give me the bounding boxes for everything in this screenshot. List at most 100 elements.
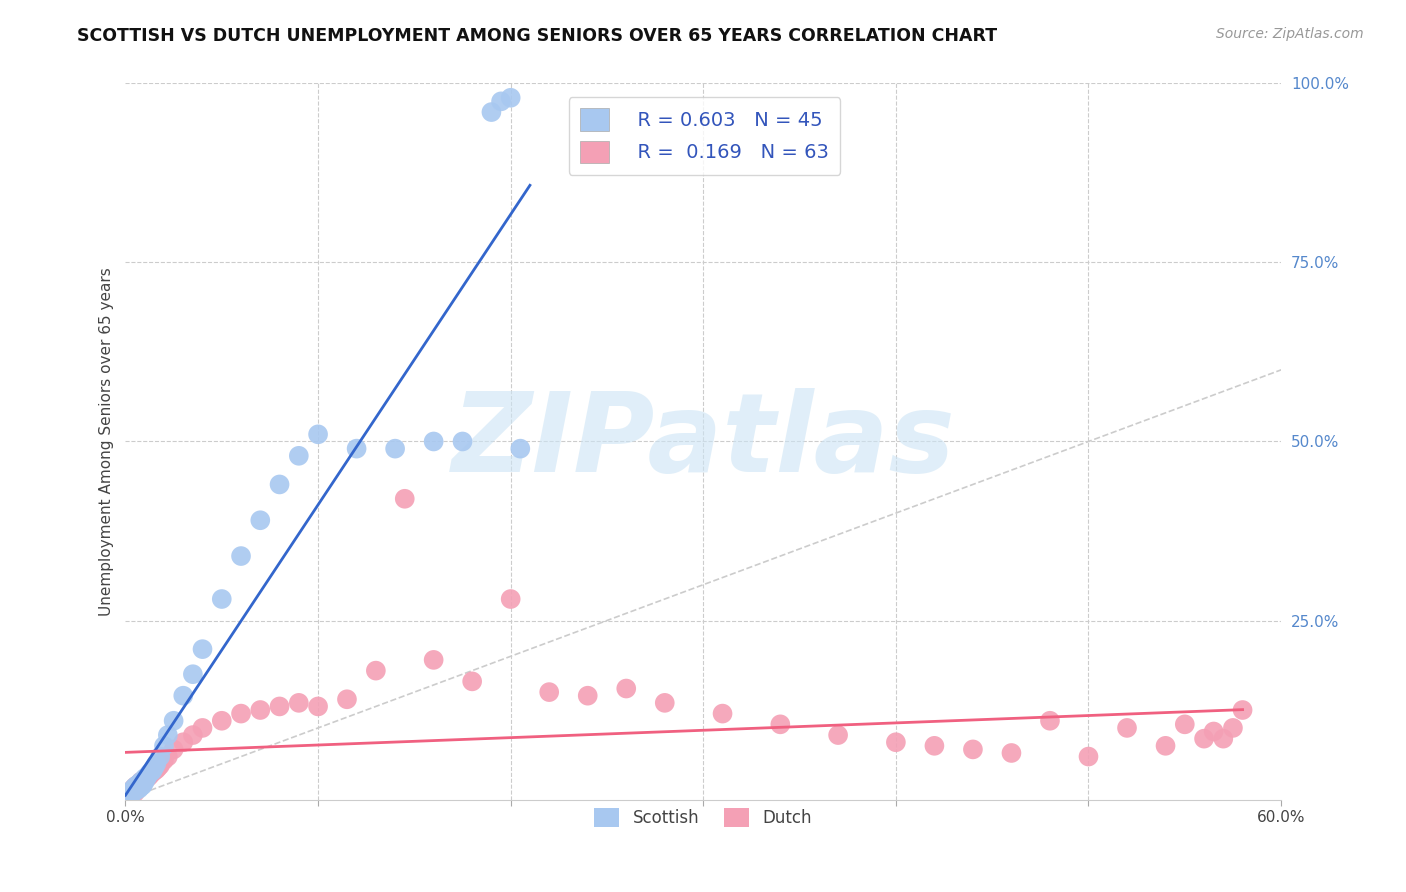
Point: [153, 753, 176, 767]
Point: [384, 442, 406, 456]
Point: [336, 692, 359, 706]
Point: [172, 735, 194, 749]
Point: [191, 721, 214, 735]
Point: [138, 770, 160, 784]
Point: [135, 771, 157, 785]
Legend: Scottish, Dutch: Scottish, Dutch: [588, 802, 818, 834]
Point: [125, 782, 148, 797]
Point: [489, 95, 512, 109]
Point: [451, 434, 474, 449]
Point: [181, 667, 204, 681]
Point: [122, 784, 145, 798]
Point: [118, 785, 141, 799]
Point: [124, 784, 146, 798]
Text: ZIPatlas: ZIPatlas: [451, 388, 955, 495]
Point: [156, 728, 179, 742]
Point: [120, 784, 142, 798]
Point: [962, 742, 984, 756]
Point: [181, 728, 204, 742]
Point: [654, 696, 676, 710]
Point: [120, 785, 142, 799]
Point: [124, 780, 146, 794]
Point: [124, 785, 146, 799]
Point: [139, 767, 162, 781]
Point: [135, 771, 157, 785]
Point: [499, 592, 522, 607]
Point: [1039, 714, 1062, 728]
Point: [132, 777, 155, 791]
Point: [288, 696, 311, 710]
Point: [422, 434, 444, 449]
Point: [249, 513, 271, 527]
Point: [307, 699, 329, 714]
Point: [117, 789, 139, 803]
Point: [711, 706, 734, 721]
Point: [1192, 731, 1215, 746]
Point: [118, 787, 141, 801]
Point: [827, 728, 849, 742]
Point: [1174, 717, 1197, 731]
Text: Source: ZipAtlas.com: Source: ZipAtlas.com: [1216, 27, 1364, 41]
Point: [1154, 739, 1177, 753]
Point: [128, 781, 150, 796]
Point: [191, 642, 214, 657]
Point: [1202, 724, 1225, 739]
Point: [614, 681, 637, 696]
Point: [481, 105, 503, 120]
Point: [576, 689, 599, 703]
Point: [884, 735, 907, 749]
Point: [1222, 721, 1244, 735]
Point: [118, 785, 141, 799]
Point: [134, 774, 156, 789]
Point: [509, 442, 531, 456]
Point: [122, 785, 145, 799]
Point: [120, 784, 142, 798]
Point: [128, 780, 150, 794]
Point: [394, 491, 416, 506]
Point: [141, 764, 163, 778]
Point: [1116, 721, 1139, 735]
Point: [149, 758, 172, 772]
Point: [139, 765, 162, 780]
Point: [769, 717, 792, 731]
Point: [145, 756, 167, 771]
Point: [148, 760, 170, 774]
Point: [172, 689, 194, 703]
Point: [134, 771, 156, 785]
Point: [129, 774, 152, 789]
Point: [364, 664, 387, 678]
Point: [269, 699, 291, 714]
Point: [249, 703, 271, 717]
Point: [129, 780, 152, 794]
Point: [143, 760, 166, 774]
Point: [145, 763, 167, 777]
Point: [538, 685, 561, 699]
Point: [211, 592, 233, 607]
Point: [269, 477, 291, 491]
Point: [162, 742, 184, 756]
Point: [149, 749, 172, 764]
Point: [125, 781, 148, 796]
Point: [125, 778, 148, 792]
Point: [346, 442, 368, 456]
Point: [211, 714, 233, 728]
Point: [141, 765, 163, 780]
Point: [461, 674, 484, 689]
Point: [162, 714, 184, 728]
Point: [1232, 703, 1254, 717]
Point: [1000, 746, 1022, 760]
Point: [125, 778, 148, 792]
Point: [307, 427, 329, 442]
Point: [132, 778, 155, 792]
Y-axis label: Unemployment Among Seniors over 65 years: Unemployment Among Seniors over 65 years: [100, 267, 114, 615]
Text: SCOTTISH VS DUTCH UNEMPLOYMENT AMONG SENIORS OVER 65 YEARS CORRELATION CHART: SCOTTISH VS DUTCH UNEMPLOYMENT AMONG SEN…: [77, 27, 997, 45]
Point: [118, 787, 141, 801]
Point: [153, 739, 176, 753]
Point: [124, 780, 146, 794]
Point: [122, 781, 145, 796]
Point: [1077, 749, 1099, 764]
Point: [1212, 731, 1234, 746]
Point: [229, 706, 252, 721]
Point: [120, 785, 142, 799]
Point: [138, 767, 160, 781]
